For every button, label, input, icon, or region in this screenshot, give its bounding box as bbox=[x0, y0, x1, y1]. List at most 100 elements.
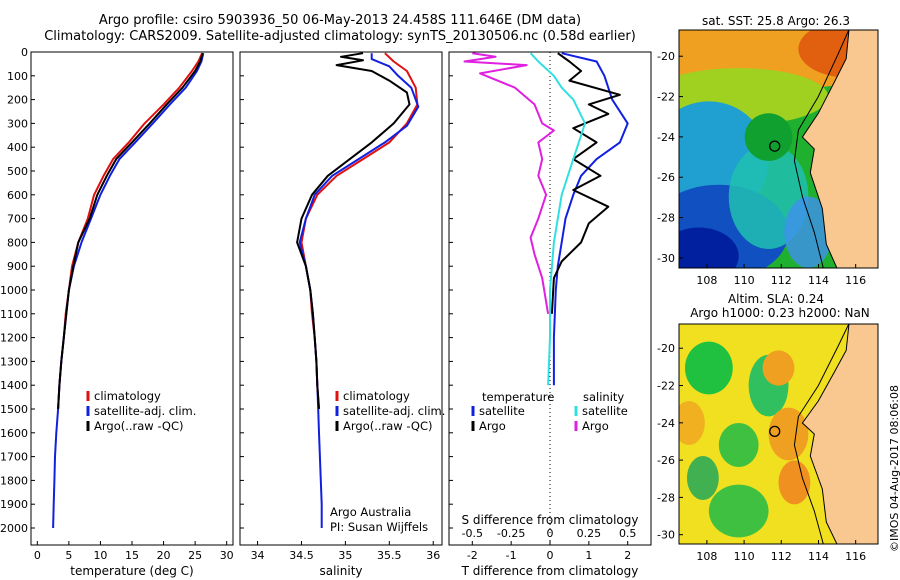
figure-title-line1: Argo profile: csiro 5903936_50 06-May-20… bbox=[98, 13, 582, 28]
difference-profile-xtick-label: 1 bbox=[585, 549, 592, 562]
depth-tick-label: 400 bbox=[7, 141, 28, 154]
difference-profile-xtick-label: -2 bbox=[467, 549, 478, 562]
depth-tick-label: 900 bbox=[7, 260, 28, 273]
sla-map-blob bbox=[718, 423, 759, 467]
sst-map-ytick-label: -20 bbox=[657, 50, 675, 63]
sla-map-blob bbox=[686, 456, 719, 500]
diff-legend-label: Argo bbox=[479, 419, 506, 433]
sst-map-ytick-label: -22 bbox=[657, 91, 675, 104]
salinity-profile-xlabel: salinity bbox=[319, 564, 362, 578]
sla-map-blob bbox=[708, 484, 769, 538]
top-tick-label: -0.25 bbox=[497, 527, 525, 540]
sst-map-blob bbox=[679, 227, 739, 268]
salinity-profile-legend-label: Argo(..raw -QC) bbox=[343, 419, 433, 433]
sla-map-xtick-label: 112 bbox=[771, 550, 792, 563]
sla-map-argo-marker bbox=[769, 425, 781, 438]
sst-map-ytick-label: -24 bbox=[657, 131, 675, 144]
sla-map-xtick-label: 110 bbox=[734, 550, 755, 563]
sst-map-blob bbox=[784, 196, 833, 268]
depth-tick-label: 1300 bbox=[0, 355, 28, 368]
sst-map-argo-marker bbox=[769, 140, 781, 152]
temperature-profile-xtick-label: 25 bbox=[188, 549, 202, 562]
sst-map-isobath bbox=[793, 30, 850, 268]
argo-australia-label: Argo Australia bbox=[330, 505, 411, 519]
sla-map-xtick-label: 116 bbox=[845, 550, 866, 563]
sst-map-frame bbox=[678, 29, 879, 269]
depth-tick-label: 100 bbox=[7, 70, 28, 83]
depth-tick-label: 1100 bbox=[0, 308, 28, 321]
salinity-profile-xtick-label: 34.5 bbox=[289, 549, 314, 562]
temperature-profile-xtick-label: 20 bbox=[157, 549, 171, 562]
depth-tick-label: 1400 bbox=[0, 379, 28, 392]
diff-legend-label: satellite bbox=[479, 404, 525, 418]
temperature-profile-xlabel: temperature (deg C) bbox=[70, 564, 193, 578]
depth-tick-label: 1500 bbox=[0, 403, 28, 416]
diff-legend-header-temperature: temperature bbox=[482, 390, 554, 404]
sst-map-field bbox=[679, 30, 878, 268]
sla-map-title-line1: Altim. SLA: 0.24 bbox=[727, 292, 825, 306]
difference-profile-xtick-label: 0 bbox=[547, 549, 554, 562]
sla-map-ytick-label: -22 bbox=[657, 380, 675, 393]
depth-tick-label: 1000 bbox=[0, 284, 28, 297]
sst-map-ytick-label: -28 bbox=[657, 212, 675, 225]
sst-map bbox=[678, 29, 879, 269]
salinity-profile-frame bbox=[239, 51, 443, 546]
sst-map-title: sat. SST: 25.8 Argo: 26.3 bbox=[701, 14, 851, 28]
temperature-profile-legend-label: Argo(..raw -QC) bbox=[94, 419, 184, 433]
depth-tick-label: 1700 bbox=[0, 451, 28, 464]
sst-map-ytick-label: -26 bbox=[657, 171, 675, 184]
salinity-profile-xtick-label: 34 bbox=[251, 549, 265, 562]
temperature-profile-xtick-label: 15 bbox=[125, 549, 139, 562]
difference-profile-xtick-label: 2 bbox=[624, 549, 631, 562]
sla-map-xtick-label: 108 bbox=[696, 550, 717, 563]
temperature-profile-legend-label: climatology bbox=[94, 389, 161, 403]
diff-legend-header-salinity: salinity bbox=[583, 390, 624, 404]
diff-legend-label: Argo bbox=[582, 419, 609, 433]
temperature-profile-xtick-label: 5 bbox=[65, 549, 72, 562]
series-line-climatology bbox=[300, 52, 419, 410]
sla-map-xtick-label: 114 bbox=[808, 550, 829, 563]
sla-map-blob bbox=[762, 350, 795, 386]
sla-map-ytick-label: -26 bbox=[657, 454, 675, 467]
sla-map bbox=[678, 323, 879, 545]
sla-map-ytick-label: -24 bbox=[657, 417, 675, 430]
sla-map-ytick-label: -20 bbox=[657, 342, 675, 355]
temperature-profile-xtick-label: 30 bbox=[220, 549, 234, 562]
temperature-profile-xtick-label: 0 bbox=[34, 549, 41, 562]
top-tick-label: -0.5 bbox=[462, 527, 483, 540]
sst-map-blob bbox=[744, 113, 793, 161]
series-line-salinity-argo bbox=[463, 52, 555, 314]
series-line-temperature-argo bbox=[550, 52, 621, 314]
depth-tick-label: 2000 bbox=[0, 522, 28, 535]
series-line-satellite-adj-clim- bbox=[298, 53, 420, 528]
top-tick-label: 0 bbox=[547, 527, 554, 540]
difference-profile-xlabel: T difference from climatology bbox=[461, 564, 639, 578]
top-tick-label: 0.5 bbox=[619, 527, 637, 540]
series-line-temperature-satellite bbox=[552, 52, 629, 386]
salinity-profile-legend-label: satellite-adj. clim. bbox=[343, 404, 445, 418]
temperature-profile-legend-label: satellite-adj. clim. bbox=[94, 404, 196, 418]
depth-tick-label: 300 bbox=[7, 117, 28, 130]
sla-map-isobath bbox=[793, 324, 850, 544]
sst-map-xtick-label: 112 bbox=[771, 274, 792, 287]
salinity-profile-xtick-label: 35.5 bbox=[377, 549, 402, 562]
sla-map-land bbox=[801, 324, 878, 544]
depth-tick-label: 1200 bbox=[0, 332, 28, 345]
series-line-salinity-satellite bbox=[529, 52, 586, 386]
sla-map-blob bbox=[679, 401, 705, 445]
difference-profile-xtick-label: -1 bbox=[506, 549, 517, 562]
salinity-profile-xtick-label: 35 bbox=[338, 549, 352, 562]
sst-map-xtick-label: 116 bbox=[845, 274, 866, 287]
sla-map-title-line2: Argo h1000: 0.23 h2000: NaN bbox=[690, 306, 870, 320]
figure-title-line2: Climatology: CARS2009. Satellite-adjuste… bbox=[44, 29, 636, 44]
depth-tick-label: 1600 bbox=[0, 427, 28, 440]
series-line-satellite-adj-clim- bbox=[52, 52, 205, 529]
depth-tick-label: 1900 bbox=[0, 498, 28, 511]
sst-map-xtick-label: 110 bbox=[734, 274, 755, 287]
depth-tick-label: 600 bbox=[7, 189, 28, 202]
sla-map-frame bbox=[678, 323, 879, 545]
salinity-profile-xtick-label: 36 bbox=[426, 549, 440, 562]
sst-map-ytick-label: -30 bbox=[657, 252, 675, 265]
sla-map-field bbox=[679, 324, 878, 544]
